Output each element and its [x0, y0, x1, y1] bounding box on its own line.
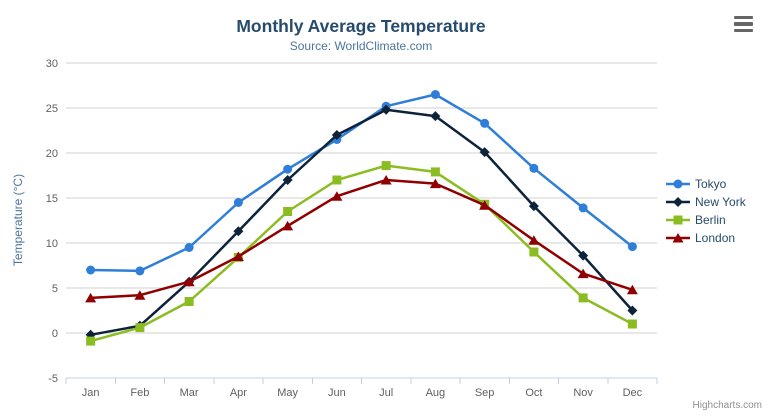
y-axis-label: 30 — [46, 58, 58, 70]
x-axis-label: Nov — [573, 387, 593, 399]
data-point[interactable] — [529, 247, 539, 257]
legend-item-london[interactable]: London — [666, 229, 746, 247]
y-axis-label: 10 — [46, 238, 58, 250]
legend-label: Berlin — [695, 213, 726, 227]
data-point[interactable] — [331, 130, 342, 140]
data-point[interactable] — [233, 198, 243, 207]
data-point[interactable] — [672, 233, 684, 243]
x-axis-label: Mar — [180, 387, 199, 399]
x-axis-label: Aug — [426, 387, 446, 399]
y-axis-label: 25 — [46, 103, 58, 115]
data-point[interactable] — [479, 147, 490, 158]
data-point[interactable] — [233, 226, 244, 237]
x-axis-label: Sep — [475, 387, 495, 399]
data-point[interactable] — [673, 215, 683, 225]
data-point[interactable] — [578, 203, 588, 213]
y-axis-title: Temperature (°C) — [11, 174, 25, 266]
data-point[interactable] — [282, 220, 294, 231]
x-axis-label: Oct — [525, 387, 542, 399]
series-line[interactable] — [89, 108, 634, 337]
data-point[interactable] — [528, 201, 539, 212]
data-point[interactable] — [578, 250, 589, 261]
data-point[interactable] — [430, 90, 440, 99]
x-axis-label: Apr — [230, 387, 247, 399]
credits-link[interactable]: Highcharts.com — [692, 400, 762, 411]
chart-title: Monthly Average Temperature — [236, 16, 486, 36]
context-menu-button[interactable] — [732, 14, 756, 34]
data-point[interactable] — [232, 251, 244, 262]
data-point[interactable] — [85, 292, 97, 303]
data-point[interactable] — [381, 161, 391, 171]
series-london — [85, 175, 638, 303]
data-point[interactable] — [135, 266, 145, 276]
series-line[interactable] — [89, 164, 634, 343]
y-axis-label: 0 — [52, 328, 58, 340]
x-axis-label: May — [277, 387, 298, 399]
x-axis-label: Dec — [623, 387, 643, 399]
data-point[interactable] — [283, 207, 293, 216]
data-point[interactable] — [184, 243, 194, 252]
data-point[interactable] — [331, 191, 343, 201]
data-point[interactable] — [380, 175, 392, 185]
data-point[interactable] — [528, 235, 540, 245]
data-point[interactable] — [578, 293, 588, 303]
x-axis-label: Jul — [379, 387, 393, 399]
legend-label: London — [695, 231, 736, 245]
data-point[interactable] — [480, 118, 490, 128]
series-line[interactable] — [89, 93, 634, 273]
data-point[interactable] — [529, 163, 539, 173]
data-point[interactable] — [332, 175, 342, 185]
data-point[interactable] — [673, 197, 683, 207]
data-point[interactable] — [627, 305, 638, 316]
y-axis-label: -5 — [48, 373, 58, 385]
data-point[interactable] — [627, 319, 637, 329]
data-point[interactable] — [430, 111, 441, 122]
data-point[interactable] — [86, 265, 96, 275]
data-point[interactable] — [381, 104, 392, 115]
legend-marker-circle-icon — [666, 179, 690, 189]
data-point[interactable] — [577, 268, 589, 279]
legend-label: New York — [695, 195, 746, 209]
y-gridlines: -5 0 5 10 15 20 25 30 — [46, 58, 657, 385]
data-point[interactable] — [134, 290, 146, 300]
data-point[interactable] — [626, 284, 638, 295]
y-axis-label: 15 — [46, 193, 58, 205]
data-point[interactable] — [135, 323, 145, 333]
legend-marker-diamond-icon — [666, 197, 690, 207]
data-point[interactable] — [282, 175, 293, 185]
series-tokyo — [86, 90, 637, 276]
legend-item-berlin[interactable]: Berlin — [666, 211, 746, 229]
x-axis-label: Jun — [328, 387, 346, 399]
legend-label: Tokyo — [695, 177, 727, 191]
legend-item-tokyo[interactable]: Tokyo — [666, 175, 746, 193]
data-point[interactable] — [86, 336, 96, 346]
x-axis: Jan Feb Mar Apr May Jun Jul Aug Sep Oct Nov Dec — [65, 377, 658, 399]
series-new-york — [85, 104, 638, 340]
y-axis-label: 5 — [52, 283, 58, 295]
data-point[interactable] — [479, 200, 491, 210]
data-point[interactable] — [429, 178, 441, 189]
legend-marker-triangle-icon — [666, 233, 690, 243]
data-point[interactable] — [283, 164, 293, 174]
data-point[interactable] — [430, 167, 440, 177]
x-axis-label: Jan — [82, 387, 100, 399]
data-point[interactable] — [627, 242, 637, 252]
legend-marker-square-icon — [666, 215, 690, 225]
legend-item-new-york[interactable]: New York — [666, 193, 746, 211]
legend: Tokyo New York Berlin London — [666, 175, 746, 247]
chart-subtitle: Source: WorldClimate.com — [289, 39, 433, 53]
data-point[interactable] — [673, 179, 683, 189]
series-line[interactable] — [89, 178, 634, 300]
y-axis-label: 20 — [46, 148, 58, 160]
data-point[interactable] — [184, 297, 194, 306]
x-axis-label: Feb — [130, 387, 149, 399]
data-point[interactable] — [183, 276, 195, 287]
